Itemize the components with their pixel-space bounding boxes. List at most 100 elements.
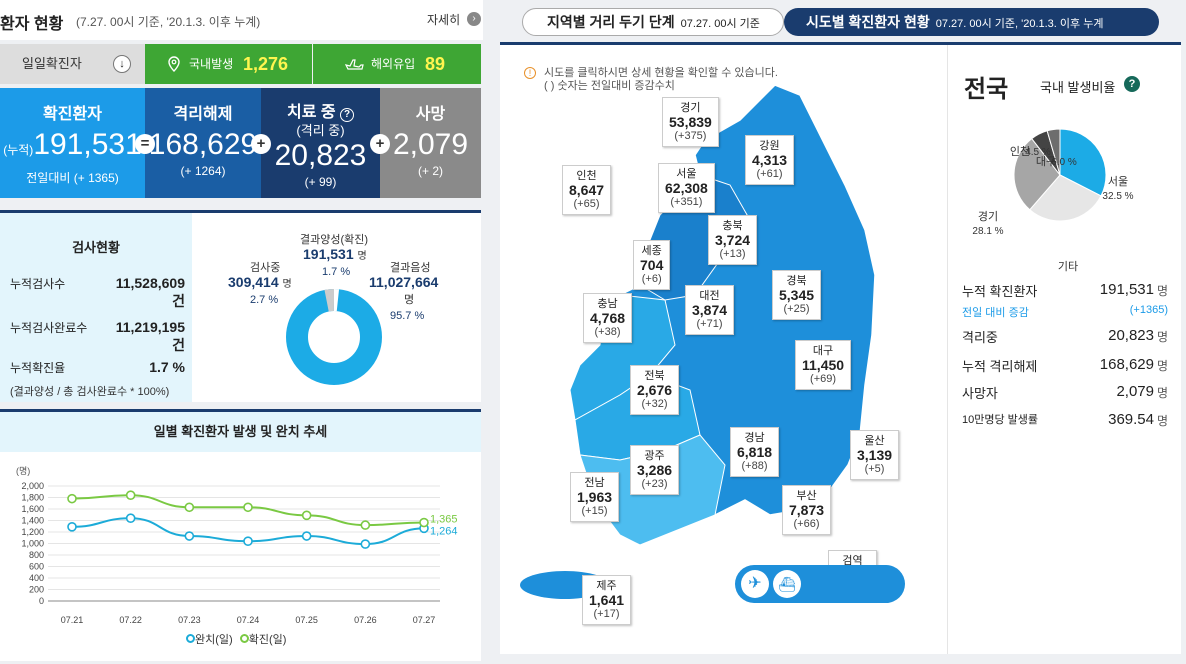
plus-icon: +: [251, 134, 271, 154]
region-label[interactable]: 부산7,873(+66): [782, 485, 862, 549]
region-label[interactable]: 경남6,818(+88): [730, 427, 810, 491]
y-tick-label: 1,800: [21, 493, 44, 503]
x-tick-label: 07.24: [237, 615, 260, 625]
region-panel: !시도를 클릭하시면 상세 현황을 확인할 수 있습니다. ( ) 숫자는 전일…: [500, 42, 1181, 654]
region-label[interactable]: 울산3,139(+5): [850, 430, 930, 494]
test-row-label: 누적검사수: [10, 277, 65, 291]
page-title: 환자 현황: [0, 10, 63, 34]
pie-label-pct: 32.5 %: [1102, 191, 1133, 202]
test-title: 검사현황: [0, 237, 192, 256]
region-label[interactable]: 인천8,647(+65): [562, 165, 642, 229]
data-point[interactable]: [244, 537, 252, 545]
more-link[interactable]: 자세히: [427, 11, 460, 28]
location-pin-icon: [167, 56, 181, 76]
released-label: 격리해제: [145, 100, 261, 124]
deaths-label: 사망: [380, 100, 481, 124]
negative-unit: 명: [404, 293, 414, 307]
released-box[interactable]: 격리해제 168,629 (+ 1264): [145, 88, 261, 198]
positive-label: 결과양성(확진): [300, 233, 368, 247]
legend-confirmed: 확진(일): [249, 634, 287, 646]
legend-recovered-marker: [186, 634, 195, 643]
region-label[interactable]: 대전3,874(+71): [685, 285, 765, 349]
y-tick-label: 1,200: [21, 527, 44, 537]
deaths-box[interactable]: 사망 2,079 (+ 2): [380, 88, 481, 198]
region-label[interactable]: 경북5,345(+25): [772, 270, 852, 334]
data-point[interactable]: [303, 532, 311, 540]
pie-label-pct: 6.0 %: [1051, 157, 1077, 168]
trend-legend: 완치(일) 확진(일): [186, 631, 286, 647]
y-tick-label: 1,000: [21, 539, 44, 549]
trend-title: 일별 확진환자 발생 및 완치 추세: [0, 412, 481, 452]
airplane-icon: ✈: [741, 570, 769, 598]
data-point[interactable]: [185, 503, 193, 511]
x-tick-label: 07.26: [354, 615, 377, 625]
series-end-label: 1,365: [430, 514, 458, 526]
overseas-label: 해외유입: [371, 44, 415, 84]
x-tick-label: 07.27: [413, 615, 436, 625]
data-point[interactable]: [68, 523, 76, 531]
y-tick-label: 0: [39, 596, 44, 606]
y-tick-label: 1,600: [21, 504, 44, 514]
data-point[interactable]: [244, 503, 252, 511]
overseas-value: 89: [425, 44, 445, 84]
test-row-label: 누적검사완료수: [10, 321, 87, 335]
pending-pct: 2.7 %: [250, 293, 278, 307]
confirmed-box[interactable]: 확진환자 (누적)191,531 전일대비 (+ 1365): [0, 88, 145, 198]
ship-icon: ⛴: [773, 570, 801, 598]
daily-label: 일일확진자: [22, 56, 82, 71]
data-point[interactable]: [420, 519, 428, 527]
data-point[interactable]: [303, 511, 311, 519]
region-label[interactable]: 제주1,641(+17): [582, 575, 662, 639]
data-point[interactable]: [127, 514, 135, 522]
data-point[interactable]: [361, 521, 369, 529]
negative-label: 결과음성: [390, 261, 430, 275]
data-point[interactable]: [185, 532, 193, 540]
region-label[interactable]: 전북2,676(+32): [630, 365, 710, 429]
treating-box[interactable]: 치료 중 ? (격리 중) 20,823 (+ 99): [261, 88, 380, 198]
page-subtitle: (7.27. 00시 기준, '20.1.3. 이후 누계): [76, 13, 260, 30]
data-point[interactable]: [127, 491, 135, 499]
donut-negative: [297, 300, 371, 374]
test-row-label: 누적확진율: [10, 361, 65, 375]
chevron-right-icon[interactable]: ›: [467, 12, 481, 26]
y-tick-label: 2,000: [21, 481, 44, 491]
released-value: 168,629: [145, 128, 261, 162]
positive-value: 191,531 명: [303, 247, 367, 264]
daily-confirmed-row: 일일확진자 ↓ 국내발생 1,276 해외유입 89: [0, 44, 481, 84]
pie-label-pct: 28.1 %: [972, 226, 1003, 237]
y-tick-label: 800: [29, 550, 44, 560]
data-point[interactable]: [361, 540, 369, 548]
overseas-box: 해외유입 89: [313, 44, 481, 84]
region-label[interactable]: 전남1,963(+15): [570, 472, 650, 536]
region-label[interactable]: 강원4,313(+61): [745, 135, 825, 199]
released-delta: (+ 1264): [145, 164, 261, 178]
x-tick-label: 07.25: [295, 615, 318, 625]
y-tick-label: 400: [29, 573, 44, 583]
arrow-down-icon[interactable]: ↓: [113, 55, 131, 73]
quarantine-box[interactable]: ✈ ⛴: [735, 565, 905, 603]
region-label[interactable]: 충남4,768(+38): [583, 293, 663, 357]
pie-label-name: 경기: [978, 210, 998, 223]
test-row-value: 1.7 %: [149, 359, 185, 375]
nationwide-row: 전일 대비 증감(+1365): [962, 304, 1168, 320]
domestic-label: 국내발생: [189, 44, 233, 84]
confirmed-value: 191,531: [33, 128, 141, 161]
data-point[interactable]: [68, 495, 76, 503]
x-tick-label: 07.23: [178, 615, 201, 625]
y-tick-label: 200: [29, 585, 44, 595]
help-icon[interactable]: ?: [1124, 76, 1140, 92]
domestic-value: 1,276: [243, 44, 288, 84]
korea-map[interactable]: 경기53,839(+375)강원4,313(+61)인천8,647(+65)서울…: [500, 45, 947, 654]
x-tick-label: 07.21: [61, 615, 84, 625]
x-tick-label: 07.22: [119, 615, 142, 625]
